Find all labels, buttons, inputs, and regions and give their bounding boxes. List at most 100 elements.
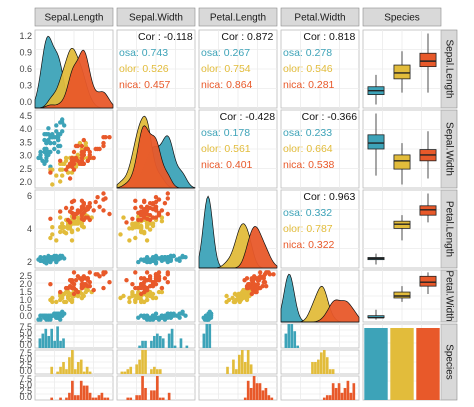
point-virginica [156, 197, 162, 202]
correlation-versicolor: olor: 0.561 [201, 143, 251, 155]
y-tick-label: 4 [27, 224, 32, 234]
box-setosa [367, 134, 385, 150]
point-virginica [150, 284, 156, 289]
point-virginica [260, 284, 265, 289]
point-setosa [44, 155, 49, 161]
point-virginica [252, 282, 257, 287]
histogram-bar-virginica [76, 395, 80, 400]
histogram-bar-setosa [293, 331, 297, 348]
point-virginica [81, 137, 87, 143]
point-virginica [258, 270, 263, 275]
point-versicolor [159, 219, 165, 224]
point-virginica [73, 211, 79, 217]
histogram-bar-virginica [267, 395, 271, 400]
histogram-bar-virginica [249, 388, 253, 400]
point-setosa [42, 149, 47, 155]
point-virginica [139, 291, 144, 297]
column-strip [116, 7, 196, 27]
row-strip-label: Sepal.Length [443, 40, 454, 99]
point-versicolor [139, 226, 144, 231]
point-versicolor [118, 232, 123, 237]
histogram-bar-virginica [337, 383, 341, 400]
point-virginica [67, 176, 73, 181]
histogram-bar-versicolor [331, 369, 335, 374]
point-virginica [81, 284, 87, 289]
point-virginica [153, 195, 159, 200]
point-setosa [204, 317, 209, 322]
point-virginica [250, 278, 256, 283]
correlation-virginica: nica: 0.538 [283, 159, 335, 171]
point-versicolor [147, 293, 153, 299]
histogram-bar-virginica [94, 397, 98, 400]
point-setosa [56, 143, 61, 149]
point-setosa [147, 317, 153, 322]
y-tick-label: 0.0 [19, 97, 32, 107]
point-virginica [144, 278, 150, 283]
histogram-bar-setosa [208, 324, 212, 348]
point-virginica [93, 146, 98, 152]
column-strip [198, 7, 278, 27]
point-virginica [75, 158, 81, 163]
column-strip-label: Sepal.Length [45, 13, 104, 24]
histogram-bar-virginica [91, 397, 95, 400]
y-tick-label: 5.0 [19, 380, 32, 390]
histogram-bar-versicolor [144, 350, 147, 374]
correlation-virginica: nica: 0.457 [119, 79, 171, 91]
point-setosa [144, 255, 150, 260]
point-versicolor [130, 222, 135, 227]
point-virginica [48, 282, 53, 287]
histogram-bar-versicolor [156, 369, 159, 374]
point-versicolor [75, 215, 81, 220]
point-virginica [71, 161, 77, 166]
correlation-overall: Cor : -0.428 [220, 111, 276, 123]
box-versicolor [393, 154, 411, 170]
point-versicolor [65, 295, 71, 301]
histogram-bar-setosa [170, 328, 174, 348]
histogram-bar-virginica [340, 392, 344, 400]
density-virginica [35, 49, 114, 109]
histogram-bar-virginica [161, 397, 165, 400]
y-tick-label: 0.9 [19, 48, 32, 58]
y-tick-label: 2.0 [19, 279, 32, 289]
point-virginica [67, 209, 73, 214]
point-virginica [93, 199, 98, 205]
correlation-versicolor: olor: 0.546 [283, 63, 333, 75]
point-virginica [124, 278, 129, 283]
histogram-bar-virginica [141, 376, 144, 400]
point-virginica [254, 289, 259, 295]
point-setosa [159, 315, 165, 320]
histogram-bar-virginica [65, 397, 68, 400]
point-virginica [73, 278, 79, 283]
y-tick-label: 6 [27, 191, 32, 201]
point-virginica [247, 282, 252, 287]
histogram-bar-versicolor [158, 369, 162, 374]
y-tick-label: 0.0 [19, 366, 32, 376]
point-virginica [58, 158, 63, 163]
histogram-bar-virginica [343, 388, 347, 400]
point-virginica [87, 152, 93, 158]
histogram-bar-setosa [284, 333, 288, 348]
point-virginica [67, 161, 73, 166]
y-tick-label: 0.3 [19, 81, 32, 91]
point-setosa [174, 313, 179, 318]
point-virginica [91, 287, 96, 293]
box-virginica [419, 275, 437, 287]
point-versicolor [127, 295, 132, 301]
histogram-bar-virginica [334, 388, 338, 400]
point-versicolor [238, 295, 244, 301]
point-setosa [183, 313, 188, 318]
histogram-bar-virginica [261, 390, 265, 400]
point-virginica [71, 282, 77, 287]
histogram-bar-virginica [352, 383, 356, 400]
point-virginica [63, 167, 69, 172]
point-versicolor [224, 299, 229, 305]
point-virginica [249, 285, 254, 291]
column-strip-label: Sepal.Width [129, 13, 183, 24]
histogram-bar-versicolor [123, 371, 127, 374]
row-strip-label: Sepal.Width [443, 122, 454, 176]
histogram-bar-virginica [258, 383, 262, 400]
species-bar-versicolor [390, 328, 414, 400]
point-virginica [91, 155, 96, 161]
point-versicolor [243, 289, 248, 295]
